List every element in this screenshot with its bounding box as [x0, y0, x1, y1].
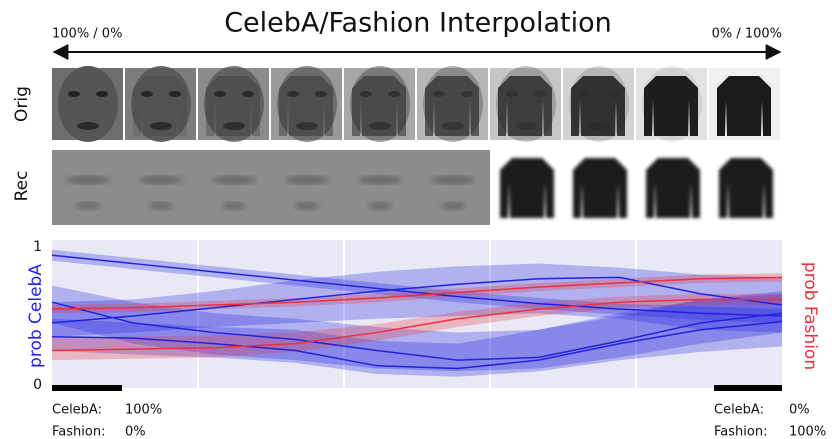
rec-mouth: [222, 202, 246, 210]
mix-value: 0%: [789, 403, 810, 418]
rec-mouth: [441, 202, 465, 210]
mix-value: 100%: [789, 425, 826, 439]
orig-content: [717, 76, 771, 136]
title: CelebA/Fashion Interpolation: [224, 8, 612, 39]
plot: [51, 240, 783, 388]
rec-mouth: [76, 202, 100, 210]
orig-content: [204, 66, 264, 142]
shirt: [425, 76, 479, 136]
rec-shirt: [719, 158, 773, 218]
shirt: [279, 76, 333, 136]
face: [58, 66, 118, 142]
eye: [169, 91, 181, 97]
eye: [315, 91, 327, 97]
arrow-label-right: 0% / 100%: [712, 27, 782, 42]
orig-content: [131, 66, 191, 142]
rec-tile: [417, 150, 490, 225]
orig-content: [642, 66, 702, 142]
shirt: [206, 76, 260, 136]
eye: [242, 91, 254, 97]
orig-content: [423, 66, 483, 142]
rec-eyes: [212, 176, 256, 184]
row-label: Rec: [12, 171, 32, 202]
eye: [287, 91, 299, 97]
rec-mouth: [149, 202, 173, 210]
image-strips: [52, 66, 780, 225]
rec-eyes: [139, 176, 183, 184]
confidence-band: [52, 285, 782, 372]
rec-tile: [125, 150, 198, 225]
y-axis-label: prob CelebA: [26, 264, 46, 368]
eye: [141, 91, 153, 97]
shirt: [717, 76, 771, 136]
y2-axis-label: prob Fashion: [800, 262, 820, 370]
mix-value: 0%: [125, 425, 146, 439]
eye: [214, 91, 226, 97]
mouth: [296, 122, 318, 130]
rec-shirt: [646, 158, 700, 218]
y-tick-label: 0: [33, 377, 42, 393]
confidence-band: [52, 263, 782, 337]
series-line: [51, 254, 783, 317]
series-line: [51, 276, 783, 324]
range-bar: [52, 385, 122, 391]
face: [204, 66, 264, 142]
orig-content: [569, 66, 629, 142]
mix-value: 100%: [125, 403, 162, 418]
rec-eyes: [358, 176, 402, 184]
rec-eyes: [431, 176, 475, 184]
eye: [96, 91, 108, 97]
mix-label: CelebA:: [714, 403, 764, 418]
shirt: [571, 76, 625, 136]
mix-label: Fashion:: [52, 425, 105, 439]
eye: [360, 91, 372, 97]
range-bar: [714, 385, 782, 391]
series-line: [51, 298, 782, 352]
shirt: [352, 76, 406, 136]
shirt: [644, 76, 698, 136]
rec-tile: [52, 150, 125, 225]
rec-tile: [271, 150, 344, 225]
orig-content: [277, 66, 337, 142]
rec-eyes: [66, 176, 110, 184]
mix-label: Fashion:: [714, 425, 767, 439]
orig-content: [496, 66, 556, 142]
series-line: [51, 320, 783, 370]
mix-label: CelebA:: [52, 403, 102, 418]
orig-content: [58, 66, 118, 142]
eye: [388, 91, 400, 97]
plot-area: [52, 240, 782, 388]
arrow-label-left: 100% / 0%: [52, 27, 122, 42]
row-label: Orig: [12, 86, 32, 122]
rec-shirt: [500, 158, 554, 218]
face: [277, 66, 337, 142]
shirt: [133, 76, 187, 136]
confidence-band: [52, 293, 782, 361]
mouth: [150, 122, 172, 130]
rec-tile: [198, 150, 271, 225]
rec-shirt: [573, 158, 627, 218]
mouth: [77, 122, 99, 130]
face: [350, 66, 410, 142]
eye: [68, 91, 80, 97]
y-tick-label: 1: [33, 239, 42, 255]
face: [131, 66, 191, 142]
rec-tile: [344, 150, 417, 225]
orig-content: [350, 66, 410, 142]
rec-mouth: [368, 202, 392, 210]
rec-eyes: [285, 176, 329, 184]
mouth: [369, 122, 391, 130]
confidence-band: [52, 293, 782, 377]
rec-mouth: [295, 202, 319, 210]
mouth: [223, 122, 245, 130]
shirt: [498, 76, 552, 136]
series-line: [51, 301, 783, 361]
series-line: [51, 276, 783, 310]
